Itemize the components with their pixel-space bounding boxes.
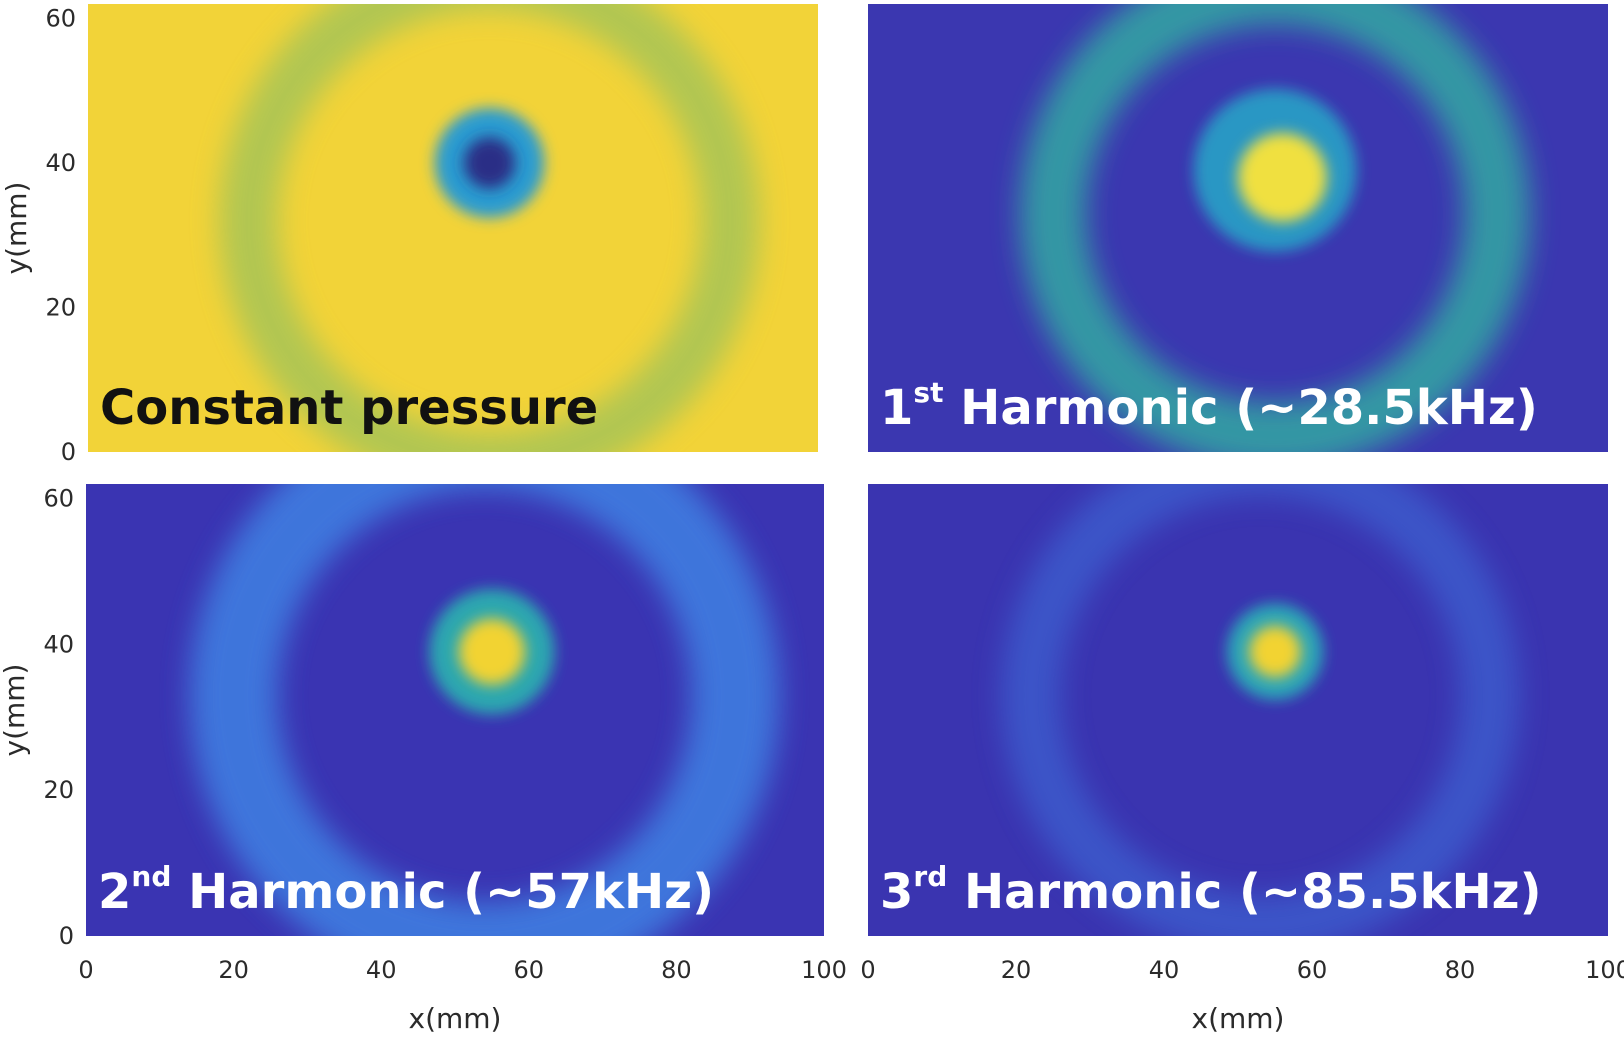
- x-tick-label: 20: [1001, 956, 1032, 984]
- panel-3: 2nd Harmonic (~57kHz) 0 20 40 60 0 20 40 60 80 100…: [0, 484, 847, 1035]
- x-tick-label: 100: [801, 956, 847, 984]
- panel-label-rest: Harmonic (~57kHz): [171, 864, 714, 920]
- panel-label-main: 2: [98, 864, 131, 920]
- panel-label-main: 1: [880, 380, 913, 436]
- x-tick-label: 80: [1445, 956, 1476, 984]
- y-tick-label: 40: [45, 149, 76, 177]
- panel-label-superscript: rd: [913, 860, 947, 893]
- y-tick-label: 0: [61, 438, 76, 466]
- panel-label-main: 3: [880, 864, 913, 920]
- heatmap-ring: [1019, 4, 1531, 452]
- x-tick-label: 0: [860, 956, 875, 984]
- y-axis-label: y(mm): [0, 182, 33, 275]
- panel-label: 2nd Harmonic (~57kHz): [98, 860, 714, 920]
- panel-label-superscript: st: [913, 376, 943, 409]
- x-tick-label: 60: [1297, 956, 1328, 984]
- x-tick-label: 20: [218, 956, 249, 984]
- panel-label-superscript: nd: [131, 860, 171, 893]
- y-tick-label: 40: [43, 630, 74, 658]
- heatmap-spot: [1249, 625, 1301, 678]
- heatmap-field: [88, 4, 818, 452]
- panel-label: 1st Harmonic (~28.5kHz): [880, 376, 1538, 436]
- x-tick-label: 0: [78, 956, 93, 984]
- heatmap-spot: [458, 618, 526, 685]
- panel-4: 3rd Harmonic (~85.5kHz) 0 20 40 60 80 100 x(mm): [860, 484, 1624, 1035]
- x-axis-label: x(mm): [1192, 1002, 1285, 1035]
- panel-2: 1st Harmonic (~28.5kHz): [868, 4, 1608, 452]
- y-tick-label: 20: [43, 776, 74, 804]
- panel-label: 3rd Harmonic (~85.5kHz): [880, 860, 1542, 920]
- heatmap-spot: [1238, 133, 1327, 222]
- panel-label: Constant pressure: [100, 380, 598, 436]
- x-axis-label: x(mm): [409, 1002, 502, 1035]
- panel-label-rest: Harmonic (~28.5kHz): [943, 380, 1537, 436]
- x-tick-label: 80: [661, 956, 692, 984]
- x-tick-label: 40: [366, 956, 397, 984]
- heatmap-field: [868, 4, 1608, 452]
- heatmap-field: [868, 484, 1608, 936]
- panel-1: Constant pressure 0 20 40 60 y(mm): [0, 4, 818, 466]
- x-tick-label: 60: [514, 956, 545, 984]
- heatmap-ring: [219, 4, 760, 452]
- panel-label-rest: Harmonic (~85.5kHz): [947, 864, 1541, 920]
- y-tick-label: 60: [43, 485, 74, 513]
- panel-label-main: Constant pressure: [100, 380, 598, 436]
- x-tick-label: 100: [1585, 956, 1624, 984]
- y-tick-label: 20: [45, 293, 76, 321]
- y-tick-label: 0: [59, 922, 74, 950]
- heatmap-spot: [463, 137, 516, 189]
- heatmap-ring: [189, 484, 780, 936]
- heatmap-field: [86, 484, 824, 936]
- x-tick-label: 40: [1149, 956, 1180, 984]
- y-tick-label: 60: [45, 4, 76, 32]
- y-axis-label: y(mm): [0, 664, 31, 757]
- heatmap-ring: [1001, 484, 1520, 936]
